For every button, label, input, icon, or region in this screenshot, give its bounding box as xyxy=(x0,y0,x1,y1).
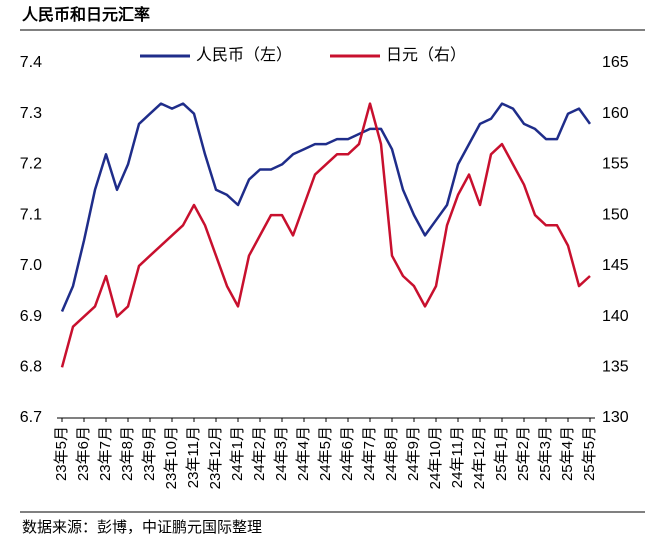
x-tick-label: 25年5月 xyxy=(581,426,598,481)
y-tick-label: 6.8 xyxy=(20,359,42,376)
x-tick-label: 24年3月 xyxy=(273,426,290,481)
y2-tick-label: 160 xyxy=(602,105,629,122)
x-tick-label: 24年11月 xyxy=(449,426,466,488)
chart-title: 人民币和日元汇率 xyxy=(22,5,150,24)
series-line xyxy=(60,102,591,368)
x-tick-label: 24年7月 xyxy=(361,426,378,481)
y-tick-label: 6.7 xyxy=(20,409,42,426)
legend-label: 日元（右） xyxy=(386,46,466,64)
x-tick-label: 23年5月 xyxy=(53,426,70,481)
series-line xyxy=(60,102,592,312)
y-tick-label: 7.3 xyxy=(20,105,42,122)
x-tick-label: 24年1月 xyxy=(229,426,246,481)
y2-tick-label: 165 xyxy=(602,54,629,71)
x-tick-label: 23年11月 xyxy=(185,426,202,488)
x-tick-label: 25年2月 xyxy=(515,426,532,481)
x-tick-label: 23年8月 xyxy=(119,426,136,481)
y-tick-label: 7.2 xyxy=(20,156,42,173)
y-tick-label: 6.9 xyxy=(20,308,42,325)
source: 数据来源：彭博，中证鹏元国际整理 xyxy=(22,519,262,536)
y2-tick-label: 145 xyxy=(602,257,629,274)
x-tick-label: 24年12月 xyxy=(471,426,488,489)
y-tick-label: 7.0 xyxy=(20,257,42,274)
x-tick-label: 24年8月 xyxy=(383,426,400,481)
y2-tick-label: 140 xyxy=(602,308,629,325)
x-tick-label: 25年3月 xyxy=(537,426,554,481)
x-tick-label: 24年9月 xyxy=(405,426,422,481)
y2-tick-label: 150 xyxy=(602,206,629,223)
x-tick-label: 23年10月 xyxy=(163,426,180,489)
x-tick-label: 23年6月 xyxy=(75,426,92,481)
x-tick-label: 24年10月 xyxy=(427,426,444,489)
y2-tick-label: 155 xyxy=(602,156,629,173)
y-tick-label: 7.4 xyxy=(20,54,42,71)
x-tick-label: 24年5月 xyxy=(317,426,334,481)
y2-tick-label: 135 xyxy=(602,359,629,376)
y2-tick-label: 130 xyxy=(602,409,629,426)
x-tick-label: 23年9月 xyxy=(141,426,158,481)
x-tick-label: 24年6月 xyxy=(339,426,356,481)
x-tick-label: 24年2月 xyxy=(251,426,268,481)
x-tick-label: 23年7月 xyxy=(97,426,114,481)
x-tick-label: 23年12月 xyxy=(207,426,224,489)
x-tick-label: 25年4月 xyxy=(559,426,576,481)
x-tick-label: 24年4月 xyxy=(295,426,312,481)
legend-label: 人民币（左） xyxy=(196,46,292,64)
x-tick-label: 25年1月 xyxy=(493,426,510,481)
y-tick-label: 7.1 xyxy=(20,206,42,223)
